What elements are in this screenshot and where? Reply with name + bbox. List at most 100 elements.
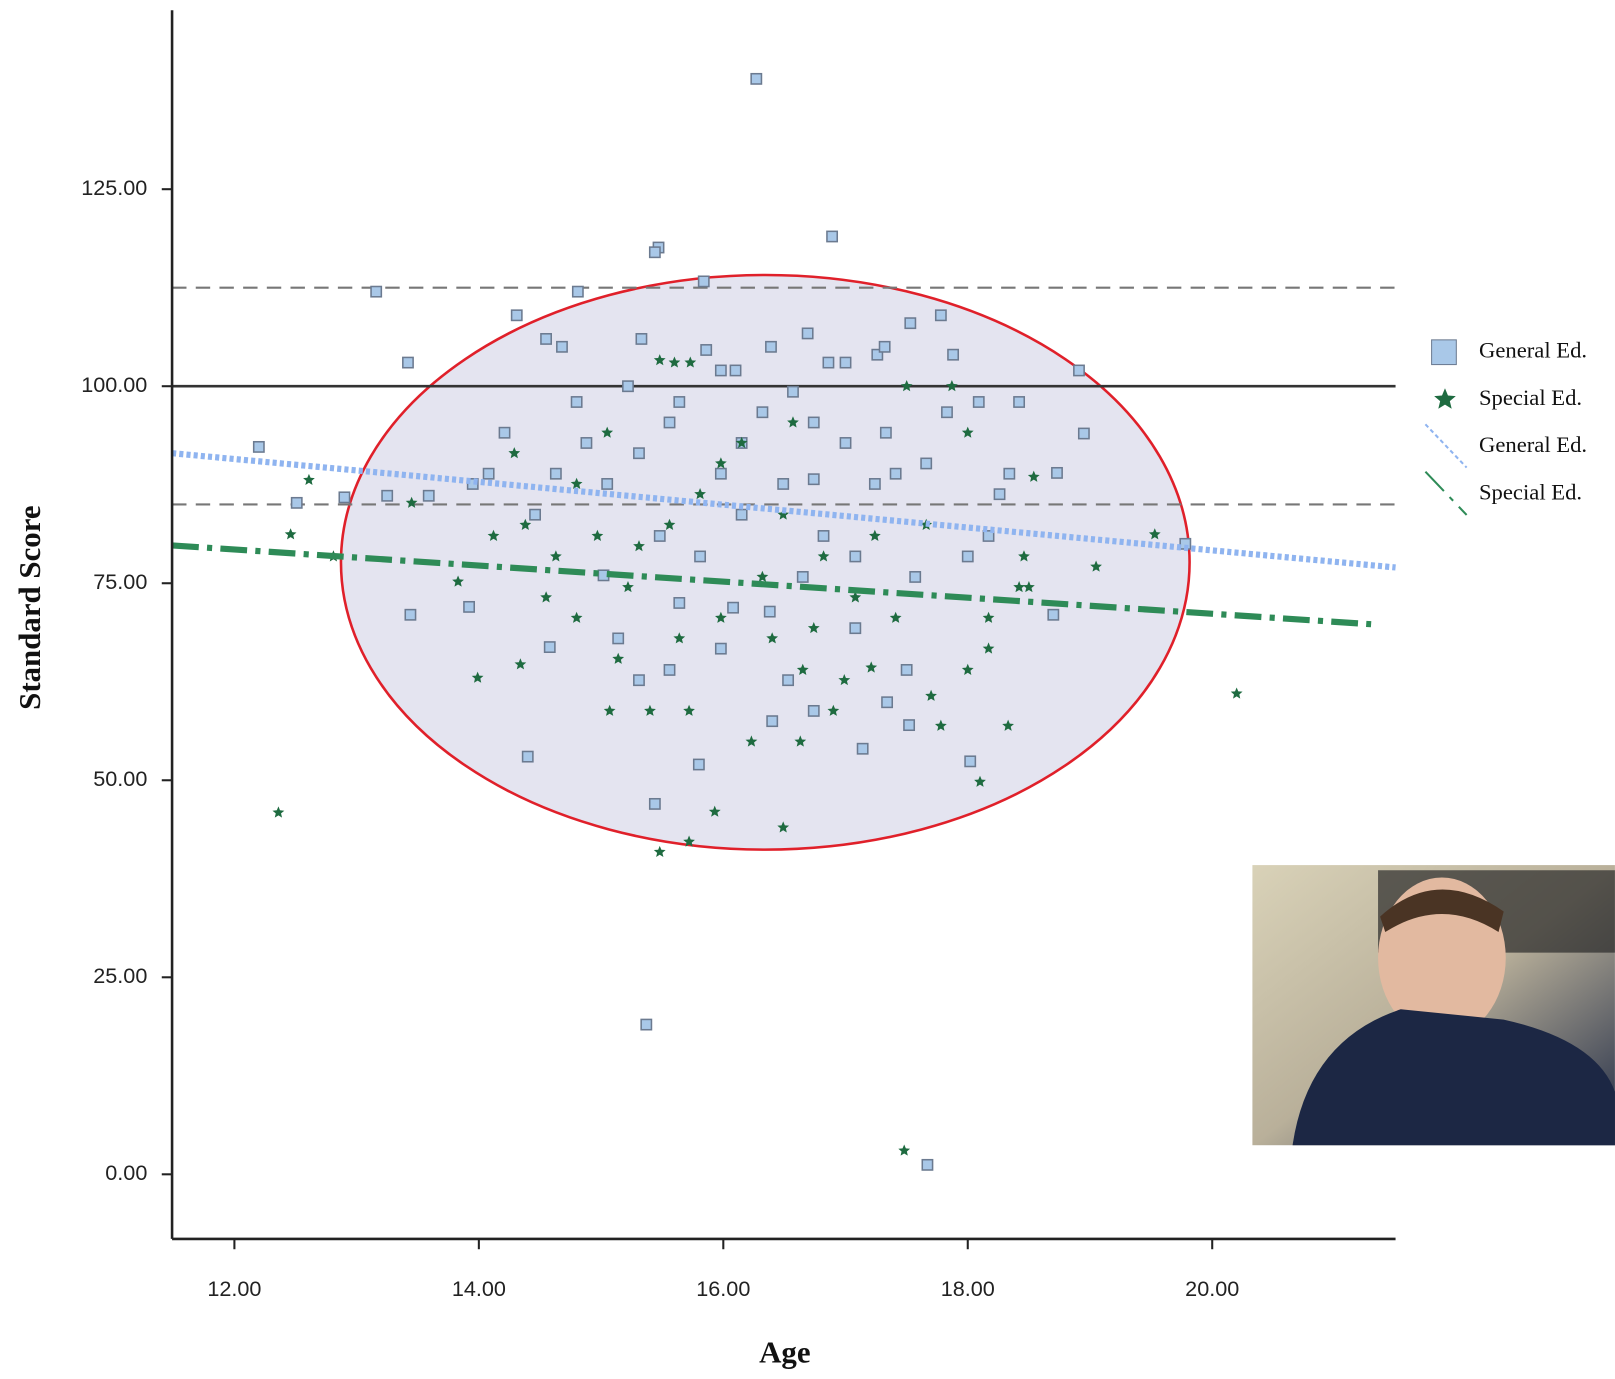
point (898, 1144, 911, 1156)
point (1077, 427, 1090, 440)
point (1148, 528, 1161, 540)
fit-line (171, 450, 1396, 571)
point (653, 530, 666, 542)
point (673, 632, 686, 644)
point (549, 467, 562, 480)
inset-photo (1252, 865, 1615, 1146)
point (766, 715, 779, 728)
point (529, 508, 542, 521)
point (801, 327, 814, 340)
point (807, 621, 820, 634)
point (580, 437, 593, 449)
point (370, 285, 383, 298)
point (1090, 560, 1102, 572)
point (272, 806, 285, 818)
x-tick-label: 12.00 (207, 1276, 261, 1301)
point (807, 704, 820, 717)
point (889, 467, 902, 480)
point (633, 674, 645, 687)
point (777, 478, 790, 490)
point (946, 380, 958, 392)
point (714, 364, 727, 377)
point (303, 473, 315, 485)
point (849, 591, 862, 603)
point (782, 674, 795, 687)
point (697, 275, 710, 288)
y-tick-label: 75.00 (93, 569, 147, 594)
point (878, 340, 891, 353)
point (338, 491, 351, 504)
point (839, 356, 852, 369)
point (591, 529, 604, 541)
point (290, 496, 303, 509)
point (903, 719, 916, 732)
point (700, 344, 713, 356)
point (794, 735, 807, 747)
point (284, 528, 297, 540)
point (252, 440, 265, 453)
point (694, 488, 706, 500)
point (521, 750, 534, 763)
point (961, 663, 974, 675)
point (422, 489, 435, 502)
point (640, 1018, 653, 1031)
point (777, 821, 790, 833)
point (673, 597, 686, 609)
point (463, 600, 476, 613)
point (763, 605, 776, 618)
point (826, 230, 839, 243)
point (452, 575, 464, 587)
point (633, 540, 645, 552)
legend-label: General Ed. (1479, 337, 1587, 362)
point (556, 340, 568, 353)
point (1047, 608, 1060, 621)
legend-label: General Ed. (1479, 432, 1587, 457)
point (904, 317, 917, 330)
point (715, 457, 727, 469)
point (540, 333, 553, 345)
point (972, 396, 985, 408)
legend-label: Special Ed. (1479, 480, 1582, 505)
point (856, 742, 869, 755)
point (961, 426, 974, 438)
point (993, 488, 1006, 501)
point (663, 416, 676, 429)
point (879, 426, 892, 439)
point (868, 529, 881, 541)
point (683, 704, 695, 716)
point (1230, 687, 1243, 699)
point (1003, 467, 1016, 480)
point (921, 1158, 934, 1171)
legend-label: Special Ed. (1479, 385, 1582, 410)
point (822, 356, 835, 369)
point (653, 845, 666, 857)
point (838, 673, 851, 686)
point (839, 437, 852, 449)
point (777, 508, 790, 520)
y-tick-label: 100.00 (81, 372, 147, 397)
point (570, 396, 583, 408)
point (519, 518, 532, 530)
point (644, 704, 656, 716)
point (868, 478, 881, 490)
point (668, 356, 681, 368)
point (1018, 550, 1030, 562)
point (727, 601, 740, 614)
point (1022, 581, 1035, 593)
point (807, 416, 820, 429)
y-axis-title: Standard Score (12, 505, 47, 709)
point (648, 797, 661, 810)
point (766, 632, 779, 644)
point (909, 571, 922, 583)
point (756, 570, 769, 582)
point (796, 663, 809, 675)
point (1027, 470, 1040, 482)
point (964, 755, 977, 768)
y-tick-label: 0.00 (105, 1160, 147, 1185)
point (849, 622, 862, 635)
point (735, 436, 748, 448)
point (482, 467, 495, 480)
point (920, 457, 933, 470)
point (471, 671, 484, 683)
